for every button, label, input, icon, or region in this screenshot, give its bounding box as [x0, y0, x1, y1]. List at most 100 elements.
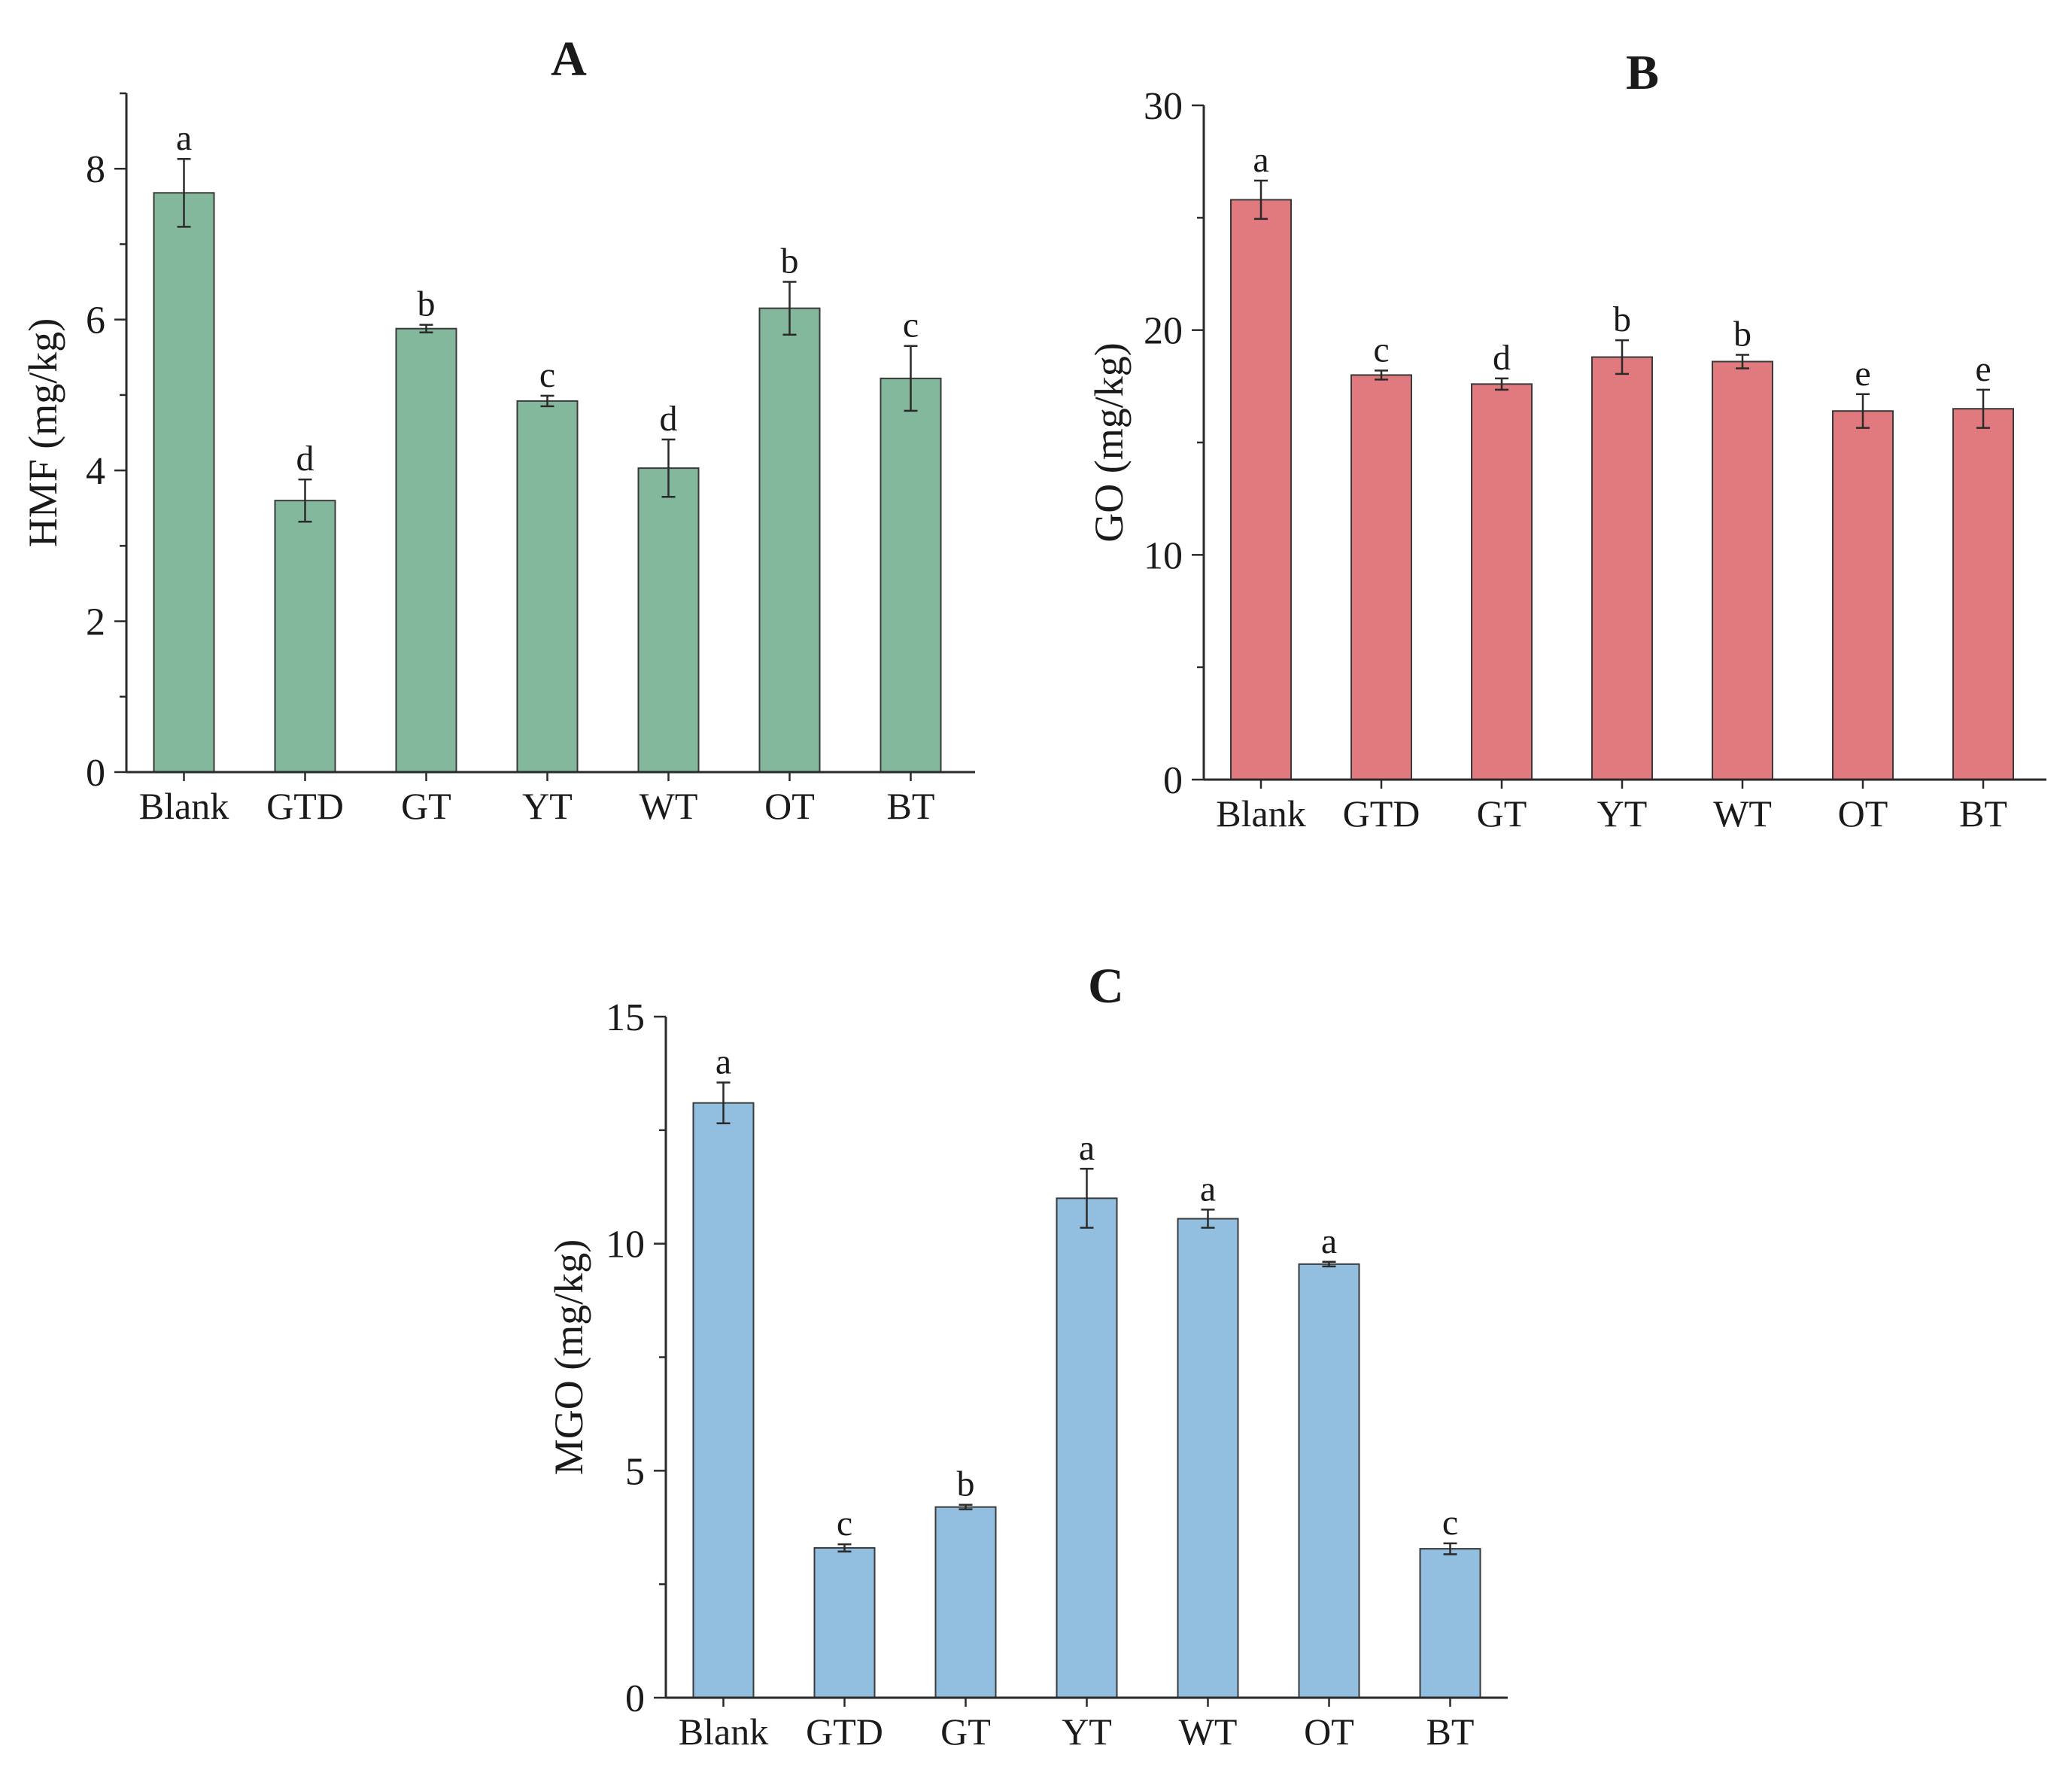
panel-b-y-tick-label: 10	[1144, 534, 1183, 577]
panel-c-significance-gtd: c	[837, 1504, 852, 1543]
panel-b-error-bar-wt	[1736, 354, 1749, 369]
panel-c-error-bar-blank	[716, 1081, 731, 1125]
panel-a-bar-wt	[637, 467, 700, 773]
panel-a-error-bar-blank	[177, 157, 191, 228]
panel-b-significance-gtd: c	[1373, 330, 1389, 369]
panel-a-significance-bt: c	[903, 306, 919, 345]
panel-c-error-bar-yt	[1080, 1167, 1094, 1229]
panel-a-y-tick-label: 2	[86, 601, 105, 644]
panel-a-x-tick-label: GTD	[266, 785, 344, 827]
panel-a-y-tick-label: 4	[86, 450, 105, 493]
panel-b-error-bar-gtd	[1375, 369, 1388, 381]
panel-a-error-bar-bt	[904, 345, 918, 412]
panel-b-significance-blank: a	[1253, 140, 1268, 180]
panel-c-bar-bt	[1419, 1548, 1481, 1699]
panel-a-error-bar-wt	[661, 438, 676, 498]
panel-c-bar-ot	[1298, 1263, 1360, 1698]
panel-b-significance-ot: e	[1855, 354, 1870, 394]
panel-b-error-bar-gt	[1495, 377, 1508, 391]
panel-c-significance-ot: a	[1321, 1221, 1337, 1261]
panel-a-y-tick-label: 0	[86, 752, 105, 795]
panel-c-y-axis-label: MGO (mg/kg)	[546, 1239, 591, 1475]
panel-c-bar-gt	[934, 1506, 997, 1698]
panel-a-x-tick-label: GT	[401, 785, 451, 827]
panel-a-bar-gt	[395, 327, 457, 773]
panel-a-x-tick-label: Blank	[139, 785, 229, 827]
panel-a-bar-blank	[153, 192, 215, 773]
panel-c-error-bar-gt	[959, 1504, 973, 1510]
panel-a-significance-gt: b	[418, 284, 436, 324]
panel-b-significance-wt: b	[1733, 315, 1751, 354]
panel-c-error-bar-wt	[1201, 1209, 1215, 1229]
panel-a-y-tick-label: 8	[86, 148, 105, 191]
panel-a-x-tick-label: BT	[887, 785, 935, 827]
panel-a-chart: Aa d b c d b c 0 2 4 6 8 Blank GTD GT YT WT OT BT HMF (mg/k…	[20, 32, 975, 827]
panel-b-x-tick-label: WT	[1713, 792, 1772, 835]
panel-c-bar-gtd	[813, 1546, 876, 1698]
panel-c-title: C	[1088, 959, 1124, 1014]
panel-a-error-bar-yt	[540, 394, 554, 408]
panel-c-x-tick-label: BT	[1426, 1710, 1475, 1753]
panel-a-bar-ot	[758, 307, 821, 773]
panel-c-error-bar-ot	[1322, 1260, 1336, 1268]
panel-b-significance-yt: b	[1613, 300, 1631, 339]
panel-b-title: B	[1626, 45, 1659, 100]
panel-b-error-bar-bt	[1976, 388, 1990, 429]
panel-c-significance-gt: b	[957, 1464, 975, 1504]
panel-b-significance-gt: d	[1493, 338, 1511, 378]
panel-b-bar-gtd	[1350, 374, 1412, 780]
panel-a-significance-ot: b	[781, 242, 799, 281]
panel-b-x-tick-label: GT	[1477, 792, 1527, 835]
panel-c-y-tick-label: 0	[625, 1677, 645, 1720]
panel-c-chart: Ca c b a a a c 0 5 10 15 Blank GTD GT YT WT OT BT MGO (mg/…	[546, 959, 1508, 1753]
panel-c-significance-blank: a	[715, 1042, 731, 1081]
panel-b-x-tick-label: YT	[1597, 792, 1648, 835]
panel-b-bar-gt	[1471, 383, 1533, 780]
panel-c-bar-yt	[1056, 1197, 1118, 1699]
panel-a-significance-yt: c	[539, 355, 555, 395]
panel-b-significance-bt: e	[1975, 349, 1991, 389]
panel-a-y-axis-label: HMF (mg/kg)	[20, 318, 65, 548]
panel-a-x-tick-label: OT	[764, 785, 815, 827]
panel-b-y-tick-label: 0	[1163, 759, 1183, 802]
panel-b-error-bar-yt	[1615, 339, 1629, 376]
panel-c-significance-yt: a	[1079, 1128, 1095, 1168]
panel-a-title: A	[551, 32, 587, 87]
panel-a-error-bar-gtd	[298, 478, 312, 523]
panel-c-x-tick-label: GT	[940, 1710, 991, 1753]
panel-a-error-bar-ot	[782, 281, 797, 336]
panel-b-y-tick-label: 30	[1144, 85, 1183, 128]
panel-b-bar-wt	[1712, 360, 1773, 781]
panel-b-error-bar-blank	[1254, 179, 1268, 220]
panel-b-x-tick-label: BT	[1959, 792, 2007, 835]
panel-b-y-axis-label: GO (mg/kg)	[1086, 342, 1132, 542]
panel-b-bar-bt	[1952, 408, 2014, 780]
panel-a-bar-bt	[880, 377, 942, 773]
panel-b-chart: Ba c d b b e e 0 10 20 30 Blank GTD GT YT WT OT BT GO (mg/…	[1086, 45, 2046, 835]
panel-a-bar-gtd	[274, 500, 336, 773]
panel-c-y-tick-label: 10	[606, 1224, 645, 1267]
panel-c-significance-wt: a	[1200, 1169, 1216, 1209]
panel-c-bar-blank	[692, 1102, 755, 1698]
panel-b-x-tick-label: GTD	[1343, 792, 1420, 835]
panel-b-x-tick-label: Blank	[1216, 792, 1305, 835]
panel-a-x-tick-label: YT	[522, 785, 573, 827]
panel-a-bar-yt	[516, 400, 579, 773]
panel-a-x-tick-label: WT	[640, 785, 698, 827]
panel-b-y-tick-label: 20	[1144, 310, 1183, 353]
panel-c-error-bar-gtd	[837, 1543, 852, 1552]
panel-b-bar-ot	[1832, 410, 1894, 780]
panel-a-significance-wt: d	[660, 399, 678, 439]
panel-c-significance-bt: c	[1442, 1503, 1458, 1543]
panel-c-x-tick-label: OT	[1304, 1710, 1354, 1753]
panel-b-x-tick-label: OT	[1838, 792, 1888, 835]
panel-c-x-tick-label: WT	[1179, 1710, 1238, 1753]
panel-b-error-bar-ot	[1856, 393, 1870, 429]
panel-a-significance-gtd: d	[296, 439, 314, 479]
panel-b-bar-blank	[1230, 199, 1292, 780]
panel-c-x-tick-label: YT	[1062, 1710, 1112, 1753]
panel-a-error-bar-gt	[419, 324, 433, 333]
panel-c-x-tick-label: Blank	[679, 1710, 768, 1753]
panel-c-y-tick-label: 15	[606, 996, 645, 1039]
